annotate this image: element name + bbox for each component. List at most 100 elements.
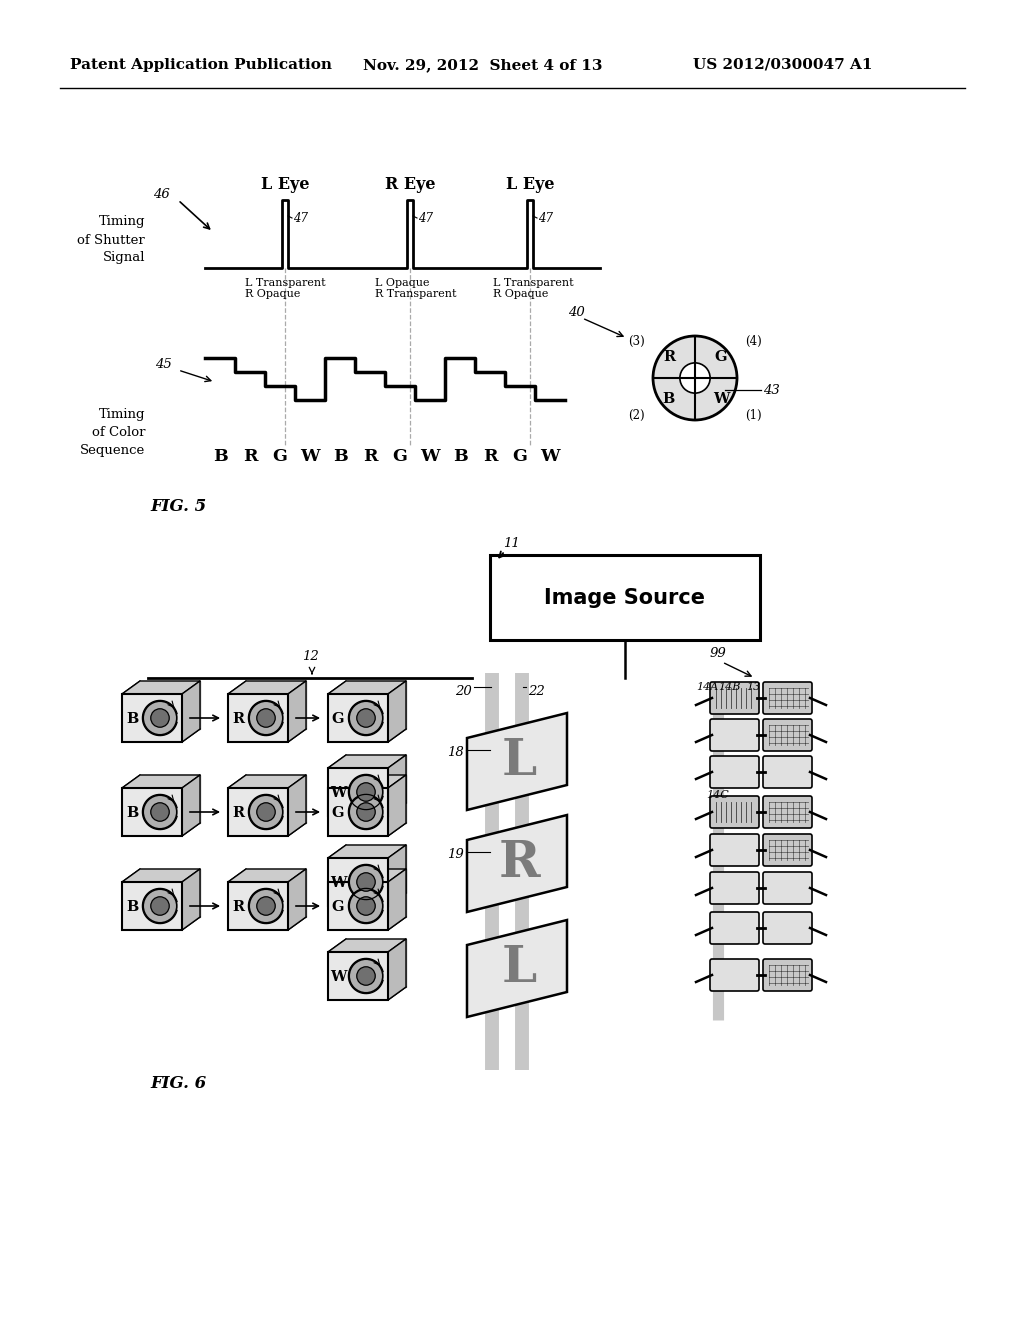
Text: G: G [332, 900, 344, 913]
Circle shape [151, 803, 169, 821]
Bar [122, 694, 182, 742]
Text: W: W [541, 447, 560, 465]
Text: R Opaque: R Opaque [493, 289, 549, 300]
Text: 22: 22 [528, 685, 545, 698]
Bar [122, 882, 182, 931]
Text: B: B [333, 447, 347, 465]
Circle shape [257, 896, 275, 915]
Bar [328, 788, 388, 836]
Bar [346, 775, 406, 822]
Text: W: W [330, 876, 346, 890]
Text: R Transparent: R Transparent [375, 289, 457, 300]
Text: 12: 12 [302, 649, 318, 663]
FancyBboxPatch shape [710, 756, 759, 788]
Polygon shape [328, 939, 406, 952]
Polygon shape [228, 775, 306, 788]
Bar [490, 554, 760, 640]
Bar [246, 869, 306, 917]
Text: Image Source: Image Source [545, 587, 706, 607]
Circle shape [349, 890, 383, 923]
Text: W: W [300, 447, 319, 465]
Text: 11: 11 [503, 537, 520, 550]
Text: Timing
of Shutter
Signal: Timing of Shutter Signal [77, 215, 145, 264]
Text: L Transparent: L Transparent [493, 279, 573, 288]
Bar [140, 869, 200, 917]
FancyBboxPatch shape [763, 960, 812, 991]
FancyBboxPatch shape [710, 873, 759, 904]
Text: Nov. 29, 2012  Sheet 4 of 13: Nov. 29, 2012 Sheet 4 of 13 [362, 58, 602, 73]
Polygon shape [182, 681, 200, 742]
Text: R: R [663, 350, 675, 364]
Text: L: L [502, 944, 537, 993]
Text: B: B [126, 900, 138, 913]
Text: G: G [272, 447, 288, 465]
Text: 14A: 14A [696, 682, 718, 692]
Polygon shape [182, 775, 200, 836]
Text: FIG. 5: FIG. 5 [150, 498, 206, 515]
Text: L Opaque: L Opaque [375, 279, 429, 288]
Text: G: G [332, 807, 344, 820]
Polygon shape [122, 681, 200, 694]
Text: R: R [362, 447, 377, 465]
Text: US 2012/0300047 A1: US 2012/0300047 A1 [693, 58, 872, 73]
Text: W: W [330, 970, 346, 983]
Circle shape [356, 896, 375, 915]
Text: R Eye: R Eye [385, 176, 435, 193]
Polygon shape [288, 775, 306, 836]
Text: (1): (1) [745, 408, 762, 421]
Bar [140, 681, 200, 729]
Text: (3): (3) [629, 334, 645, 347]
Bar [122, 788, 182, 836]
Polygon shape [388, 681, 406, 742]
Bar [228, 882, 288, 931]
Bar [328, 952, 388, 1001]
Polygon shape [467, 713, 567, 810]
Text: (4): (4) [745, 334, 762, 347]
Text: 19: 19 [447, 847, 464, 861]
Text: L Eye: L Eye [506, 176, 554, 193]
Polygon shape [182, 869, 200, 931]
Bar [328, 858, 388, 906]
Text: 47: 47 [538, 211, 553, 224]
Text: B: B [126, 711, 138, 726]
Text: Patent Application Publication: Patent Application Publication [70, 58, 332, 73]
Polygon shape [328, 681, 406, 694]
Polygon shape [388, 775, 406, 836]
Text: Timing
of Color
Sequence: Timing of Color Sequence [80, 408, 145, 457]
Circle shape [151, 896, 169, 915]
Text: G: G [715, 350, 727, 364]
Circle shape [143, 795, 177, 829]
Circle shape [257, 709, 275, 727]
FancyBboxPatch shape [763, 719, 812, 751]
Bar [346, 845, 406, 894]
Polygon shape [388, 939, 406, 1001]
Text: 43: 43 [763, 384, 779, 396]
Polygon shape [228, 681, 306, 694]
Polygon shape [228, 869, 306, 882]
FancyBboxPatch shape [763, 873, 812, 904]
Polygon shape [122, 869, 200, 882]
Text: W: W [420, 447, 440, 465]
Text: G: G [332, 711, 344, 726]
Circle shape [143, 890, 177, 923]
Text: G: G [392, 447, 408, 465]
Bar [346, 681, 406, 729]
Text: R: R [499, 840, 540, 888]
Text: (2): (2) [629, 408, 645, 421]
Text: W: W [330, 785, 346, 800]
Polygon shape [467, 920, 567, 1016]
Bar [346, 939, 406, 987]
Circle shape [356, 966, 375, 985]
Circle shape [349, 775, 383, 809]
Text: 46: 46 [154, 187, 170, 201]
FancyBboxPatch shape [763, 796, 812, 828]
Text: R: R [232, 900, 244, 913]
Circle shape [356, 783, 375, 801]
FancyBboxPatch shape [710, 834, 759, 866]
Polygon shape [467, 814, 567, 912]
Circle shape [653, 337, 737, 420]
Text: G: G [513, 447, 527, 465]
Text: 99: 99 [710, 647, 726, 660]
Bar [328, 882, 388, 931]
Polygon shape [328, 845, 406, 858]
